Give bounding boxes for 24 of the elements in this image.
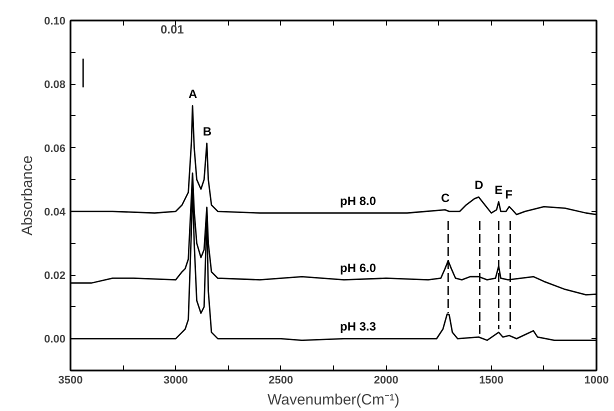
annotation: pH 3.3 <box>340 320 376 334</box>
annotation: D <box>474 178 484 192</box>
x-tick-label: 3500 <box>58 374 83 386</box>
annotation: B <box>202 124 212 138</box>
x-tick-label: 2000 <box>374 374 398 386</box>
y-tick-label: 0.04 <box>44 206 66 218</box>
y-tick-label: 0.10 <box>44 16 66 28</box>
x-tick-label: 1000 <box>584 374 609 386</box>
x-axis-title: Wavenumber(Cm⁻¹) <box>268 392 400 408</box>
y-tick-label: 0.02 <box>44 270 66 282</box>
y-tick-label: 0.00 <box>44 334 66 346</box>
x-tick-label: 1500 <box>479 374 504 386</box>
annotation: A <box>188 86 198 101</box>
x-tick-label: 2500 <box>268 374 294 386</box>
annotation: 0.01 <box>160 22 184 36</box>
annotation: pH 8.0 <box>340 194 376 208</box>
x-tick-label: 3000 <box>163 374 188 386</box>
annotation: C <box>441 190 450 205</box>
annotation: pH 6.0 <box>340 260 376 275</box>
annotation: E <box>494 182 503 197</box>
y-tick-label: 0.06 <box>44 142 66 155</box>
annotation: F <box>505 188 513 202</box>
y-axis-title: Absorbance <box>19 155 36 236</box>
y-tick-label: 0.08 <box>44 79 66 92</box>
